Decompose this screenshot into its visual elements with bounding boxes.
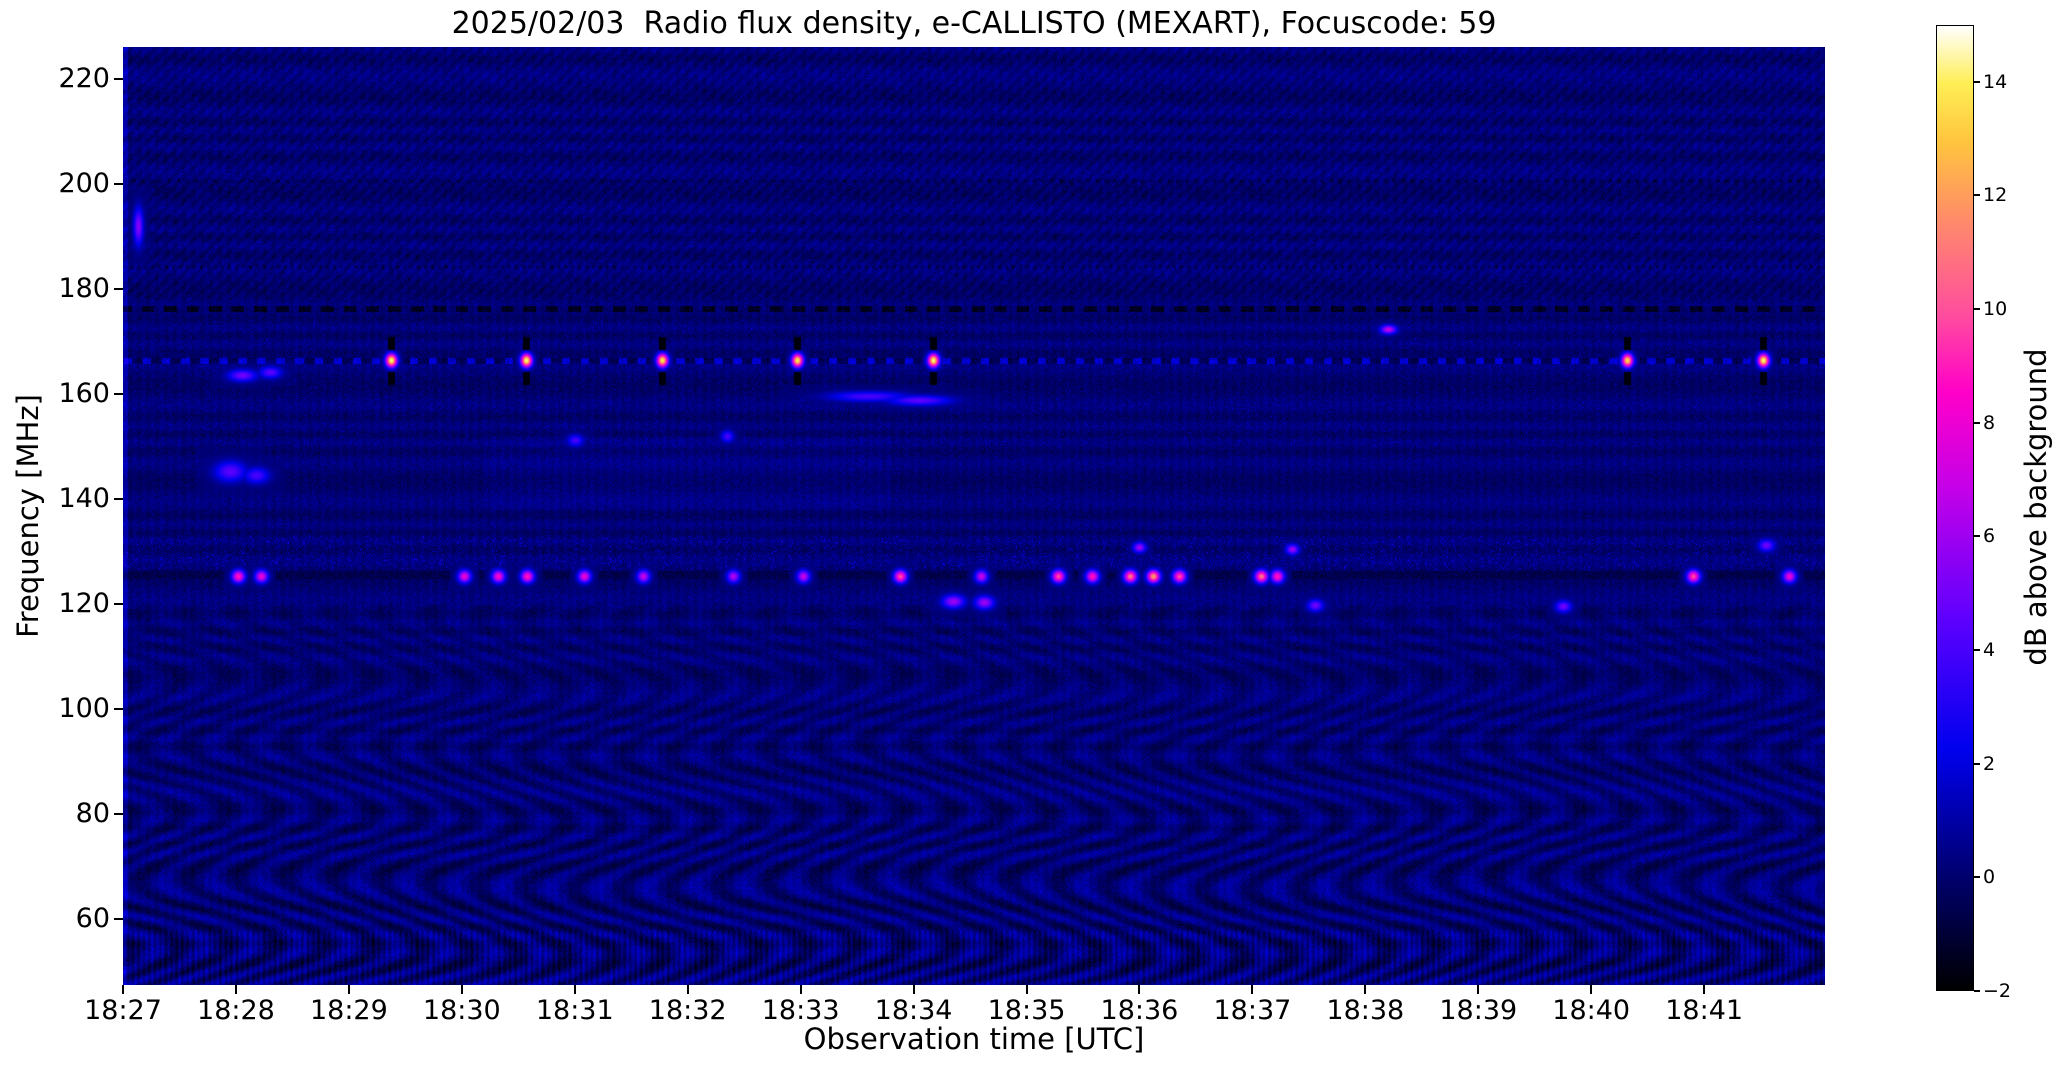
colorbar-tick-label: −2 bbox=[1983, 980, 2012, 1002]
x-tick-mark bbox=[460, 985, 463, 994]
x-tick-label: 18:33 bbox=[761, 995, 840, 1026]
colorbar-tick-mark bbox=[1974, 194, 1980, 197]
y-tick-label: 160 bbox=[58, 377, 110, 409]
x-tick-label: 18:35 bbox=[987, 995, 1066, 1026]
y-tick-label: 120 bbox=[58, 588, 110, 620]
x-tick-mark bbox=[1703, 985, 1706, 994]
x-tick-label: 18:29 bbox=[309, 995, 388, 1026]
y-tick-mark bbox=[114, 182, 123, 185]
colorbar-tick-mark bbox=[1974, 876, 1980, 879]
y-tick-mark bbox=[114, 708, 123, 711]
y-tick-mark bbox=[114, 918, 123, 921]
y-tick-mark bbox=[114, 287, 123, 290]
x-tick-mark bbox=[573, 985, 576, 994]
x-tick-label: 18:27 bbox=[84, 995, 162, 1026]
y-tick-mark bbox=[114, 603, 123, 606]
x-tick-mark bbox=[347, 985, 350, 994]
y-axis-label: Frequency [MHz] bbox=[11, 394, 45, 638]
colorbar-tick-mark bbox=[1974, 762, 1980, 765]
colorbar-tick-mark bbox=[1974, 990, 1980, 992]
x-tick-label: 18:31 bbox=[535, 995, 614, 1026]
colorbar-tick-mark bbox=[1974, 308, 1980, 311]
colorbar-tick-label: 2 bbox=[1983, 752, 1996, 775]
y-tick-label: 180 bbox=[58, 272, 110, 304]
y-tick-mark bbox=[114, 392, 123, 395]
colorbar-tick-mark bbox=[1974, 535, 1980, 538]
y-tick-label: 100 bbox=[58, 693, 110, 725]
colorbar-label: dB above background bbox=[2019, 348, 2053, 666]
y-tick-label: 60 bbox=[75, 903, 110, 935]
x-tick-mark bbox=[1138, 985, 1141, 994]
x-tick-mark bbox=[1477, 985, 1480, 994]
y-tick-mark bbox=[114, 497, 123, 500]
x-tick-label: 18:38 bbox=[1326, 995, 1405, 1026]
x-tick-mark bbox=[799, 985, 802, 994]
colorbar-tick-label: 12 bbox=[1983, 184, 2008, 207]
colorbar-tick-label: 6 bbox=[1983, 525, 1996, 548]
y-tick-label: 220 bbox=[58, 62, 110, 94]
y-tick-mark bbox=[114, 813, 123, 816]
x-tick-mark bbox=[912, 985, 915, 994]
colorbar-tick-label: 0 bbox=[1983, 866, 1996, 889]
colorbar-tick-label: 10 bbox=[1983, 298, 2008, 321]
y-tick-label: 80 bbox=[75, 798, 110, 830]
colorbar-gradient bbox=[1936, 25, 1974, 991]
colorbar-tick-mark bbox=[1974, 80, 1980, 83]
colorbar-tick-label: 14 bbox=[1983, 70, 2008, 93]
x-tick-label: 18:30 bbox=[422, 995, 501, 1026]
colorbar-tick-mark bbox=[1974, 649, 1980, 652]
x-tick-label: 18:28 bbox=[197, 995, 275, 1026]
x-tick-mark bbox=[234, 985, 237, 994]
spectrogram-heatmap bbox=[123, 47, 1825, 985]
colorbar-tick-label: 4 bbox=[1983, 639, 1996, 662]
x-axis-label: Observation time [UTC] bbox=[803, 1022, 1145, 1056]
x-tick-mark bbox=[1364, 985, 1367, 994]
colorbar-tick-mark bbox=[1974, 421, 1980, 424]
chart-title: 2025/02/03 Radio flux density, e-CALLIST… bbox=[451, 6, 1497, 41]
x-tick-mark bbox=[122, 985, 124, 994]
x-tick-label: 18:34 bbox=[874, 995, 953, 1026]
x-tick-label: 18:40 bbox=[1552, 995, 1631, 1026]
x-tick-label: 18:39 bbox=[1439, 995, 1518, 1026]
y-tick-mark bbox=[114, 77, 123, 80]
x-tick-mark bbox=[1251, 985, 1254, 994]
x-tick-label: 18:32 bbox=[648, 995, 727, 1026]
x-tick-label: 18:36 bbox=[1100, 995, 1179, 1026]
x-tick-mark bbox=[1590, 985, 1593, 994]
y-tick-label: 140 bbox=[58, 482, 110, 514]
x-tick-mark bbox=[686, 985, 689, 994]
colorbar-tick-label: 8 bbox=[1983, 411, 1996, 434]
x-tick-label: 18:41 bbox=[1665, 995, 1744, 1026]
x-tick-label: 18:37 bbox=[1213, 995, 1292, 1026]
x-tick-mark bbox=[1025, 985, 1028, 994]
y-tick-label: 200 bbox=[58, 167, 110, 199]
